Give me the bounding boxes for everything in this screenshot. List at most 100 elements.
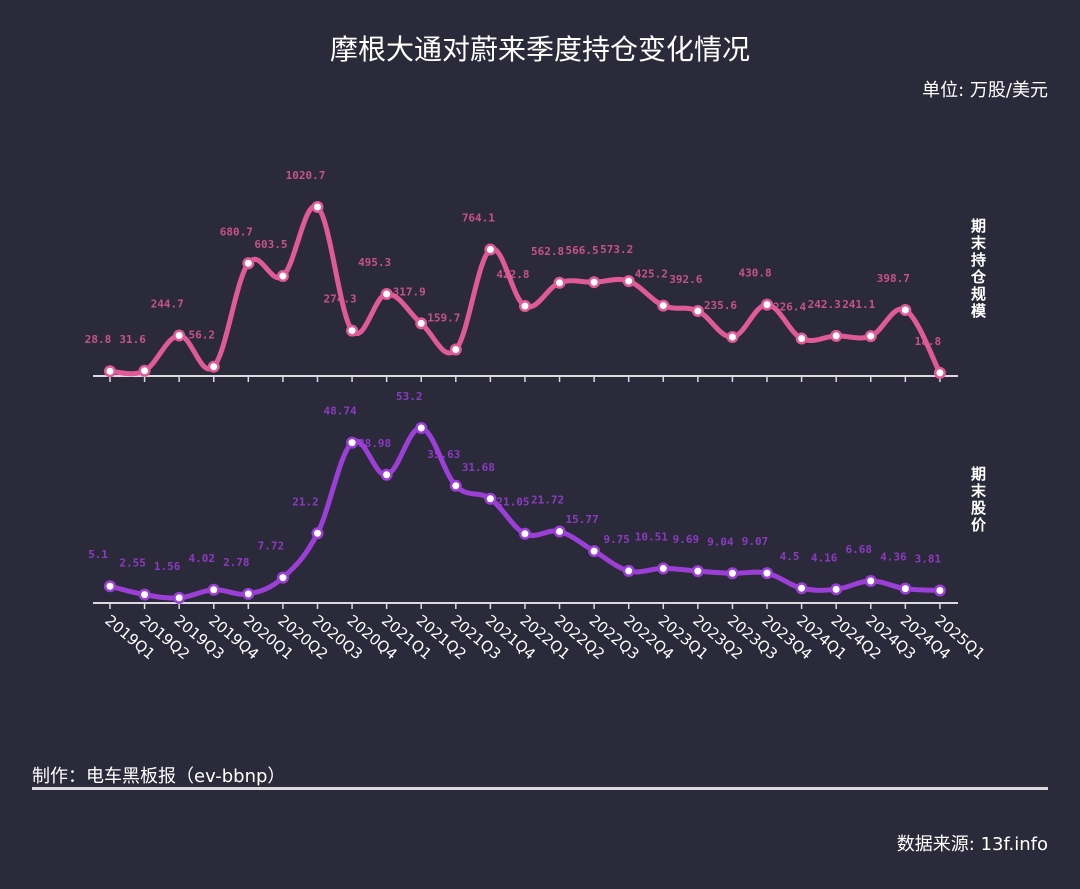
price-point	[244, 590, 252, 598]
holdings-point	[210, 363, 218, 371]
price-data-label: 15.77	[566, 513, 599, 526]
holdings-data-label: 226.4	[773, 301, 806, 314]
holdings-point	[521, 302, 529, 310]
footer-divider	[32, 787, 1048, 790]
price-axis-label: 期末股价	[969, 466, 987, 534]
holdings-axis-label: 期末持仓规模	[969, 218, 987, 320]
price-point	[383, 471, 391, 479]
holdings-point	[141, 367, 149, 375]
unit-label: 单位: 万股/美元	[922, 80, 1048, 101]
price-point	[867, 577, 875, 585]
holdings-data-label: 425.2	[635, 268, 668, 281]
holdings-point	[452, 346, 460, 354]
holdings-point	[936, 369, 944, 377]
holdings-point	[901, 306, 909, 314]
holdings-data-label: 603.5	[254, 238, 287, 251]
holdings-data-label: 274.3	[323, 293, 356, 306]
holdings-data-label: 28.8	[85, 333, 112, 346]
price-data-label: 2.55	[119, 557, 146, 570]
price-data-label: 48.74	[323, 405, 356, 418]
holdings-data-label: 1020.7	[286, 169, 326, 182]
holdings-data-label: 573.2	[600, 243, 633, 256]
holdings-data-label: 680.7	[220, 225, 253, 238]
price-data-label: 21.2	[292, 495, 319, 508]
price-data-label: 4.16	[811, 551, 838, 564]
price-line	[107, 425, 943, 601]
holdings-data-label: 242.3	[808, 298, 841, 311]
holdings-point	[728, 333, 736, 341]
holdings-point	[175, 331, 183, 339]
price-data-label: 21.72	[531, 494, 564, 507]
price-data-label: 9.75	[603, 533, 630, 546]
holdings-point	[279, 272, 287, 280]
price-point	[279, 574, 287, 582]
price-point	[694, 567, 702, 575]
price-data-label: 5.1	[88, 548, 108, 561]
holdings-point	[832, 332, 840, 340]
holdings-data-label: 566.5	[566, 244, 599, 257]
price-point	[832, 585, 840, 593]
holdings-data-label: 317.9	[393, 285, 426, 298]
price-point	[625, 567, 633, 575]
price-point	[106, 582, 114, 590]
holdings-data-label: 562.8	[531, 245, 564, 258]
price-point	[348, 439, 356, 447]
price-data-label: 6.68	[846, 543, 873, 556]
price-data-label: 38.98	[358, 437, 391, 450]
holdings-point	[348, 327, 356, 335]
price-data-label: 4.36	[880, 551, 907, 564]
price-point	[486, 495, 494, 503]
price-point	[556, 528, 564, 536]
price-data-label: 4.02	[188, 552, 215, 565]
price-data-label: 7.72	[258, 540, 285, 553]
holdings-data-label: 422.8	[496, 268, 529, 281]
price-point	[728, 569, 736, 577]
holdings-data-label: 764.1	[462, 211, 495, 224]
holdings-data-label: 430.8	[738, 267, 771, 280]
holdings-data-label: 159.7	[427, 312, 460, 325]
holdings-point	[417, 319, 425, 327]
chart-title: 摩根大通对蔚来季度持仓变化情况	[329, 33, 750, 66]
price-data-label: 3.81	[915, 552, 942, 565]
price-point	[313, 529, 321, 537]
price-data-label: 9.69	[673, 533, 700, 546]
price-data-label: 4.5	[780, 550, 800, 563]
holdings-point	[106, 367, 114, 375]
data-source: 数据来源: 13f.info	[896, 834, 1048, 855]
price-data-label: 9.04	[707, 535, 734, 548]
price-data-label: 2.78	[223, 556, 250, 569]
price-point	[417, 424, 425, 432]
price-data-label: 35.63	[427, 448, 460, 461]
price-data-label: 9.07	[742, 535, 769, 548]
price-data-label: 53.2	[396, 390, 423, 403]
holdings-data-label: 495.3	[358, 256, 391, 269]
price-point	[901, 585, 909, 593]
holdings-data-label: 244.7	[151, 297, 184, 310]
holdings-point	[590, 278, 598, 286]
price-data-label: 10.51	[635, 530, 668, 543]
holdings-point	[625, 277, 633, 285]
holdings-data-label: 398.7	[877, 272, 910, 285]
holdings-point	[694, 307, 702, 315]
holdings-point	[798, 335, 806, 343]
holdings-data-label: 31.6	[119, 333, 146, 346]
price-point	[521, 530, 529, 538]
price-point	[936, 586, 944, 594]
holdings-point	[486, 245, 494, 253]
holdings-data-label: 235.6	[704, 299, 737, 312]
holdings-point	[383, 290, 391, 298]
price-point	[590, 547, 598, 555]
price-point	[210, 586, 218, 594]
price-point	[798, 584, 806, 592]
price-point	[141, 591, 149, 599]
holdings-data-label: 18.8	[915, 335, 942, 348]
holdings-point	[763, 301, 771, 309]
price-point	[659, 564, 667, 572]
holdings-data-label: 56.2	[188, 329, 215, 342]
holdings-data-label: 392.6	[669, 273, 702, 286]
holdings-point	[659, 302, 667, 310]
holdings-point	[867, 332, 875, 340]
holdings-point	[556, 279, 564, 287]
price-data-label: 21.05	[496, 496, 529, 509]
